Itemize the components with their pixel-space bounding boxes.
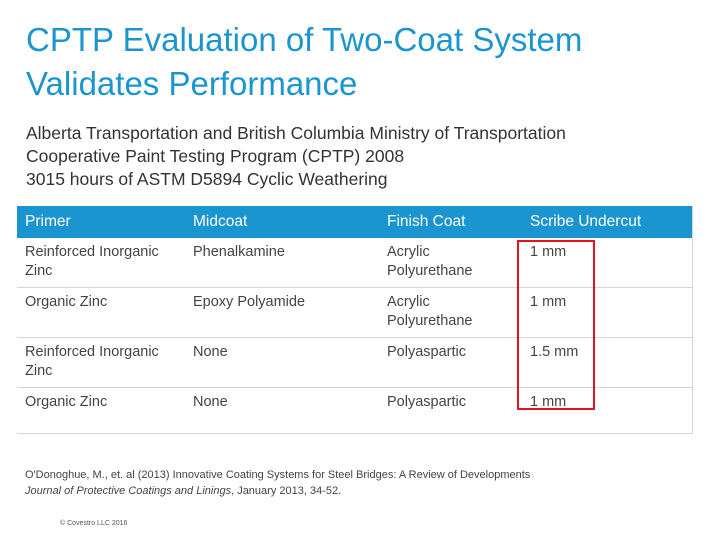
cell-scribe-undercut: 1 mm (530, 394, 567, 410)
citation-line-1: O'Donoghue, M., et. al (2013) Innovative… (25, 469, 531, 481)
cell-scribe-undercut: 1 mm (522, 287, 692, 338)
citation: O'Donoghue, M., et. al (2013) Innovative… (25, 467, 705, 499)
cell-finish-coat: Polyaspartic (387, 394, 466, 410)
cell-midcoat: None (185, 337, 379, 388)
cell-finish-coat: Polyaspartic (379, 337, 522, 388)
cell-primer: Reinforced Inorganic Zinc (17, 238, 185, 288)
table-row: Reinforced Inorganic Zinc Phenalkamine A… (17, 238, 692, 288)
cell-scribe-undercut: 1.5 mm (522, 337, 692, 388)
table-row: Organic Zinc Epoxy Polyamide Acrylic Pol… (17, 287, 692, 338)
cell-midcoat: None (193, 394, 228, 410)
subtitle-line-1: Alberta Transportation and British Colum… (26, 123, 566, 143)
header-finish-coat: Finish Coat (379, 206, 522, 238)
copyright-notice: © Covestro LLC 2016 (60, 520, 128, 527)
title-line-2: Validates Performance (26, 65, 358, 102)
table-header-row: Primer Midcoat Finish Coat Scribe Underc… (17, 206, 692, 238)
cell-finish-coat: Acrylic Polyurethane (379, 238, 522, 288)
slide-title: CPTP Evaluation of Two-Coat System Valid… (26, 18, 706, 106)
header-primer: Primer (17, 206, 185, 238)
scribe-undercut-highlight-box (517, 240, 595, 410)
title-line-1: CPTP Evaluation of Two-Coat System (26, 21, 583, 58)
subtitle-line-3: 3015 hours of ASTM D5894 Cyclic Weatheri… (26, 169, 388, 189)
header-scribe-undercut: Scribe Undercut (522, 206, 692, 238)
citation-date-pages: , January 2013, 34-52. (231, 485, 342, 497)
citation-journal: Journal of Protective Coatings and Linin… (25, 485, 232, 497)
subtitle-line-2: Cooperative Paint Testing Program (CPTP)… (26, 146, 405, 166)
cell-primer: Organic Zinc (25, 394, 108, 410)
cell-primer: Organic Zinc (17, 287, 185, 338)
cell-scribe-undercut: 1 mm (522, 238, 692, 288)
cell-midcoat: Phenalkamine (185, 238, 379, 288)
citation-line-2: Journal of Protective Coatings and Linin… (25, 483, 705, 499)
cell-midcoat: Epoxy Polyamide (185, 287, 379, 338)
cell-primer: Reinforced Inorganic Zinc (17, 337, 185, 388)
cell-finish-coat: Acrylic Polyurethane (379, 287, 522, 338)
subtitle: Alberta Transportation and British Colum… (26, 122, 706, 191)
header-midcoat: Midcoat (185, 206, 379, 238)
table-row: Organic Zinc None Polyaspartic 1 mm (17, 388, 692, 434)
table-row: Reinforced Inorganic Zinc None Polyaspar… (17, 337, 692, 388)
results-table: Primer Midcoat Finish Coat Scribe Underc… (17, 206, 693, 434)
